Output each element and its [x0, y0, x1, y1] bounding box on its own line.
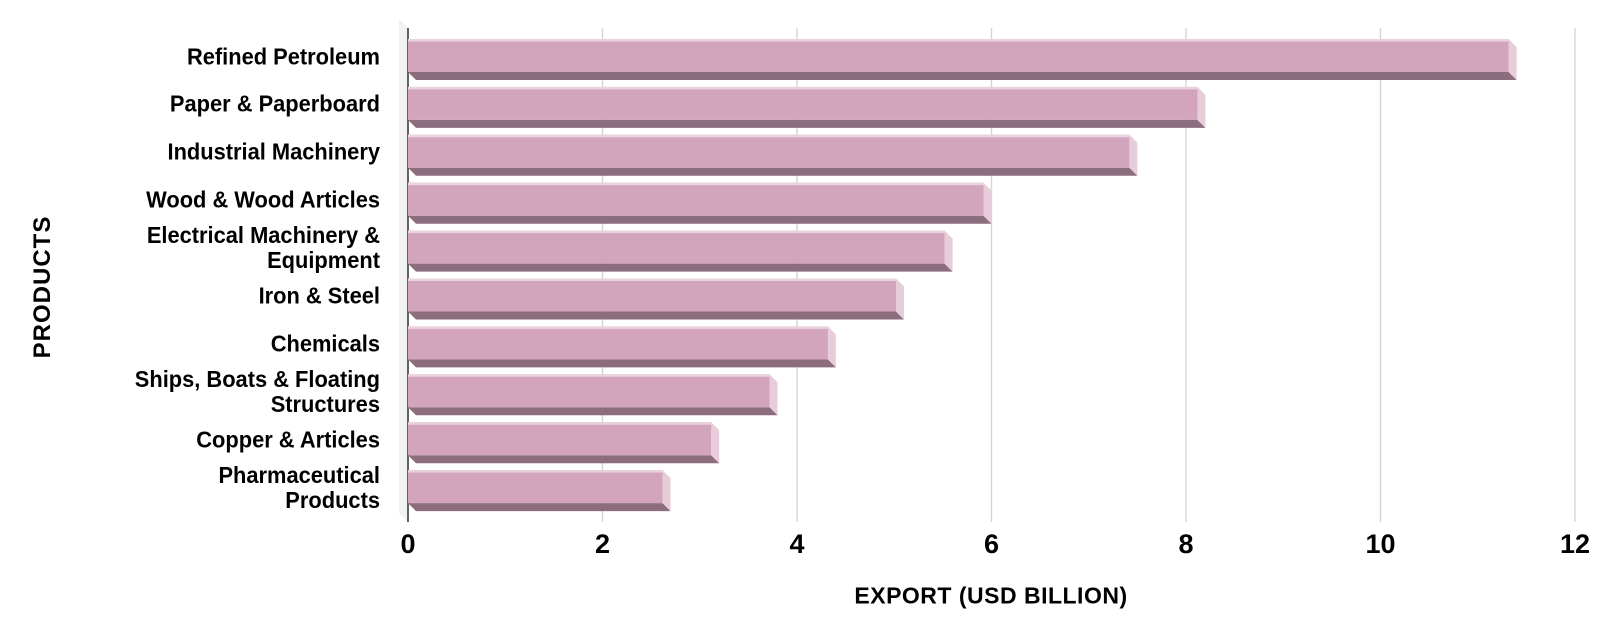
bar-top-highlight	[408, 278, 896, 281]
bar-top-highlight	[408, 374, 770, 377]
category-label-industrial-machinery: Industrial Machinery	[27, 138, 380, 165]
category-label-line: Chemicals	[270, 330, 380, 357]
bar-bottom-bevel	[408, 359, 836, 368]
bar-bottom-bevel	[408, 455, 720, 464]
category-label-ships-boats-floating-structures: Ships, Boats & Floating Structures	[27, 365, 380, 417]
bar-end-cap	[827, 326, 836, 368]
bar-end-cap	[1197, 86, 1206, 128]
bar-bottom-bevel	[408, 215, 992, 224]
bar-top-highlight	[408, 182, 984, 186]
category-label-electrical-machinery-equipment: Electrical Machinery & Equipment	[27, 223, 380, 273]
category-label-line: Pharmaceutical	[218, 461, 380, 488]
bar-face	[408, 470, 663, 504]
bar-bottom-bevel	[408, 167, 1138, 176]
bar-face	[408, 326, 828, 360]
category-label-refined-petroleum: Refined Petroleum	[27, 44, 380, 69]
category-label-line: Equipment	[267, 247, 380, 274]
bar-face	[408, 422, 712, 456]
category-label-line: Ships, Boats & Floating	[134, 365, 380, 392]
category-label-chemicals: Chemicals	[27, 331, 380, 356]
x-tick-0: 0	[400, 529, 415, 559]
category-label-line: Refined Petroleum	[186, 43, 380, 69]
category-label-line: Paper & Paperboard	[169, 90, 380, 117]
bar-face	[408, 39, 1509, 72]
bar-wood-wood-articles	[408, 182, 992, 224]
bar-top-highlight	[408, 134, 1130, 138]
bar-end-cap	[769, 374, 778, 416]
bar-bottom-bevel	[408, 311, 904, 320]
bar-face	[408, 230, 945, 264]
bar-paper-paperboard	[408, 86, 1206, 128]
bar-top-highlight	[408, 86, 1198, 90]
category-label-line: Iron & Steel	[258, 282, 380, 309]
bar-face	[408, 134, 1130, 168]
category-label-line: Wood & Wood Articles	[146, 186, 380, 213]
category-label-line: Industrial Machinery	[167, 138, 380, 165]
bar-end-cap	[983, 182, 992, 224]
bar-top-highlight	[408, 422, 712, 425]
bar-end-cap	[711, 422, 720, 464]
y-axis-title: PRODUCTS	[29, 215, 56, 359]
bar-bottom-bevel	[408, 503, 671, 512]
category-label-line: Electrical Machinery &	[146, 222, 380, 249]
bar-pharmaceutical-products	[408, 470, 671, 512]
bar-end-cap	[1129, 134, 1138, 176]
bar-end-cap	[944, 230, 953, 272]
x-tick-4: 4	[789, 529, 804, 559]
bar-bottom-bevel	[408, 263, 953, 272]
bar-face	[408, 182, 984, 216]
bar-top-highlight	[408, 326, 828, 329]
category-label-line: Products	[285, 486, 380, 513]
bar-copper-articles	[408, 422, 720, 464]
category-label-iron-steel: Iron & Steel	[27, 282, 380, 309]
bar-top-highlight	[408, 230, 945, 234]
bar-face	[408, 278, 896, 312]
x-tick-2: 2	[595, 529, 610, 559]
x-tick-6: 6	[984, 529, 999, 559]
category-label-line: Copper & Articles	[196, 426, 380, 453]
x-tick-12: 12	[1560, 529, 1590, 559]
bar-end-cap	[662, 470, 671, 512]
bar-bottom-bevel	[408, 119, 1206, 128]
bar-bottom-bevel	[408, 72, 1517, 80]
bar-bottom-bevel	[408, 407, 778, 416]
bar-ships-boats-floating-structures	[408, 374, 778, 416]
bar-iron-steel	[408, 278, 904, 320]
wall-bevel	[399, 19, 408, 522]
bar-end-cap	[895, 278, 904, 320]
bar-refined-petroleum	[408, 39, 1517, 80]
category-label-paper-paperboard: Paper & Paperboard	[27, 90, 380, 117]
x-tick-8: 8	[1178, 529, 1193, 559]
bar-electrical-machinery-equipment	[408, 230, 953, 272]
bar-top-highlight	[408, 39, 1509, 42]
bar-top-highlight	[408, 470, 663, 473]
bar-end-cap	[1508, 39, 1517, 80]
bar-industrial-machinery	[408, 134, 1138, 176]
category-label-copper-articles: Copper & Articles	[27, 427, 380, 452]
bar-face	[408, 374, 770, 408]
x-tick-10: 10	[1365, 529, 1395, 559]
category-label-pharmaceutical-products: Pharmaceutical Products	[27, 461, 380, 513]
bar-face	[408, 86, 1198, 120]
category-label-line: Structures	[270, 390, 380, 417]
x-axis-title: EXPORT (USD BILLION)	[854, 582, 1128, 609]
category-label-wood-wood-articles: Wood & Wood Articles	[27, 186, 380, 213]
bar-chemicals	[408, 326, 836, 368]
